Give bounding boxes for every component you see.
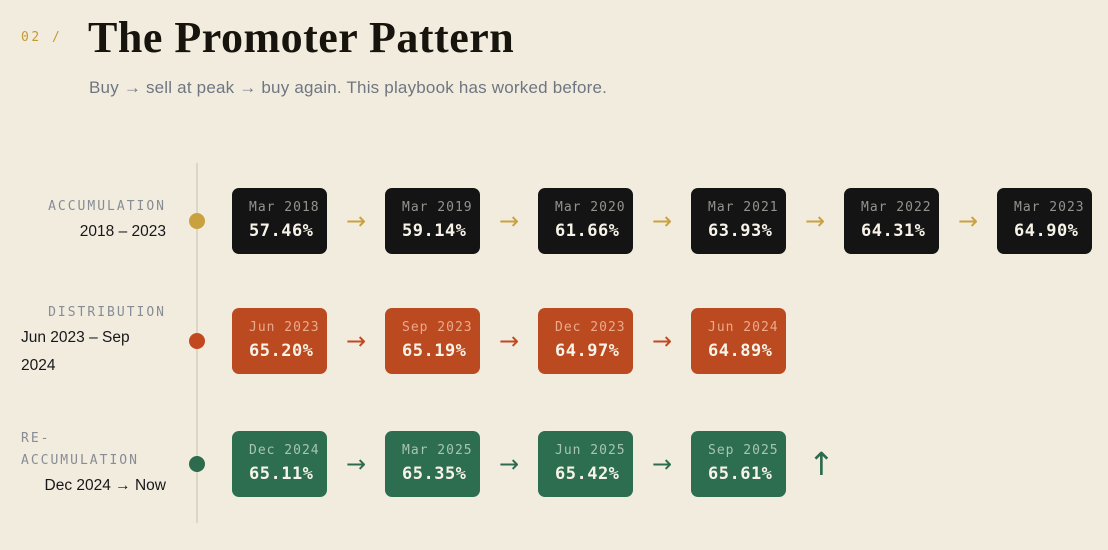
data-point-card: Mar 2022 64.31% bbox=[844, 188, 939, 254]
card-value: 65.35% bbox=[402, 464, 467, 484]
card-date: Dec 2023 bbox=[555, 320, 626, 335]
up-arrow-icon: ↑ bbox=[808, 445, 835, 483]
right-arrow-icon: → bbox=[498, 327, 520, 355]
right-arrow-icon: → bbox=[804, 207, 826, 235]
phase-name: ACCUMULATION bbox=[48, 199, 166, 214]
right-arrow-icon: → bbox=[498, 207, 520, 235]
data-point-card: Jun 2025 65.42% bbox=[538, 431, 633, 497]
card-date: Mar 2018 bbox=[249, 200, 320, 215]
right-arrow-icon: → bbox=[651, 207, 673, 235]
card-value: 64.89% bbox=[708, 341, 773, 361]
card-value: 65.11% bbox=[249, 464, 314, 484]
timeline-row: RE- ACCUMULATION Dec 2024 → Now Dec 2024 … bbox=[0, 431, 1108, 497]
card-value: 64.31% bbox=[861, 221, 926, 241]
data-point-card: Mar 2023 64.90% bbox=[997, 188, 1092, 254]
right-arrow-icon: → bbox=[345, 207, 367, 235]
phase-date-range: 2018 – 2023 bbox=[79, 223, 166, 240]
card-date: Jun 2023 bbox=[249, 320, 320, 335]
timeline-row: DISTRIBUTION Jun 2023 – Sep 2024 Jun 2023… bbox=[0, 305, 1108, 374]
card-value: 65.19% bbox=[402, 341, 467, 361]
card-value: 59.14% bbox=[402, 221, 467, 241]
row-cards: Dec 2024 65.11% → Mar 2025 65.35% → Jun … bbox=[232, 431, 835, 497]
data-point-card: Mar 2020 61.66% bbox=[538, 188, 633, 254]
row-cards: Mar 2018 57.46% → Mar 2019 59.14% → Mar … bbox=[232, 188, 1092, 254]
phase-date-range: Dec 2024 → Now bbox=[44, 477, 166, 494]
card-date: Mar 2019 bbox=[402, 200, 473, 215]
timeline-dot bbox=[189, 333, 205, 349]
timeline-row: ACCUMULATION 2018 – 2023 Mar 2018 57.46%… bbox=[0, 188, 1108, 254]
timeline-dot bbox=[189, 456, 205, 472]
right-arrow-icon: → bbox=[957, 207, 979, 235]
row-label: ACCUMULATION 2018 – 2023 bbox=[21, 196, 166, 246]
card-date: Dec 2024 bbox=[249, 443, 320, 458]
phase-name: RE- ACCUMULATION bbox=[21, 431, 139, 468]
row-cards: Jun 2023 65.20% → Sep 2023 65.19% → Dec … bbox=[232, 308, 786, 374]
card-value: 64.97% bbox=[555, 341, 620, 361]
card-value: 65.42% bbox=[555, 464, 620, 484]
card-value: 63.93% bbox=[708, 221, 773, 241]
card-date: Mar 2020 bbox=[555, 200, 626, 215]
data-point-card: Dec 2024 65.11% bbox=[232, 431, 327, 497]
card-value: 65.20% bbox=[249, 341, 314, 361]
card-date: Mar 2025 bbox=[402, 443, 473, 458]
page-subtitle: Buy → sell at peak → buy again. This pla… bbox=[89, 78, 608, 97]
data-point-card: Mar 2025 65.35% bbox=[385, 431, 480, 497]
card-date: Mar 2023 bbox=[1014, 200, 1085, 215]
data-point-card: Sep 2025 65.61% bbox=[691, 431, 786, 497]
card-value: 57.46% bbox=[249, 221, 314, 241]
row-label: RE- ACCUMULATION Dec 2024 → Now bbox=[21, 428, 166, 500]
page-title: The Promoter Pattern bbox=[88, 13, 515, 62]
card-date: Mar 2022 bbox=[861, 200, 932, 215]
card-date: Jun 2024 bbox=[708, 320, 779, 335]
right-arrow-icon: → bbox=[651, 327, 673, 355]
data-point-card: Mar 2019 59.14% bbox=[385, 188, 480, 254]
data-point-card: Dec 2023 64.97% bbox=[538, 308, 633, 374]
card-value: 65.61% bbox=[708, 464, 773, 484]
data-point-card: Mar 2021 63.93% bbox=[691, 188, 786, 254]
right-arrow-icon: → bbox=[498, 450, 520, 478]
card-date: Sep 2023 bbox=[402, 320, 473, 335]
card-value: 64.90% bbox=[1014, 221, 1079, 241]
card-date: Sep 2025 bbox=[708, 443, 779, 458]
timeline-dot bbox=[189, 213, 205, 229]
data-point-card: Mar 2018 57.46% bbox=[232, 188, 327, 254]
data-point-card: Jun 2024 64.89% bbox=[691, 308, 786, 374]
right-arrow-icon: → bbox=[345, 450, 367, 478]
phase-date-range: Jun 2023 – Sep 2024 bbox=[21, 329, 130, 374]
card-value: 61.66% bbox=[555, 221, 620, 241]
phase-name: DISTRIBUTION bbox=[48, 305, 166, 320]
data-point-card: Sep 2023 65.19% bbox=[385, 308, 480, 374]
section-number: 02 / bbox=[21, 30, 63, 45]
right-arrow-icon: → bbox=[345, 327, 367, 355]
card-date: Jun 2025 bbox=[555, 443, 626, 458]
row-label: DISTRIBUTION Jun 2023 – Sep 2024 bbox=[21, 302, 166, 380]
right-arrow-icon: → bbox=[651, 450, 673, 478]
card-date: Mar 2021 bbox=[708, 200, 779, 215]
data-point-card: Jun 2023 65.20% bbox=[232, 308, 327, 374]
